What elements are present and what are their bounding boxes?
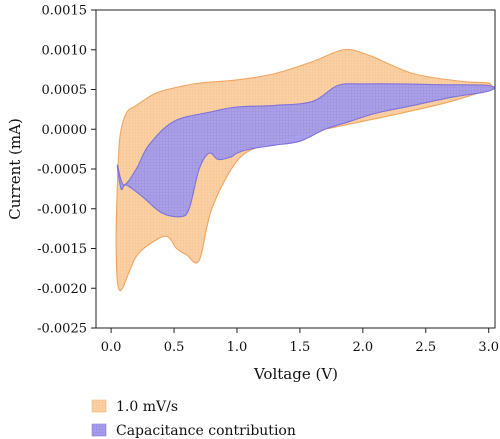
legend-label-2: Capacitance contribution [116, 423, 296, 439]
x-axis-ticks: 0.0 0.5 1.0 1.5 2.0 2.5 3.0 [101, 328, 499, 355]
x-tick-label: 1.5 [290, 340, 311, 355]
y-tick-label: 0.0000 [42, 123, 88, 138]
x-tick-label: 1.0 [227, 340, 248, 355]
y-tick-label: -0.0010 [37, 202, 87, 217]
legend: 1.0 mV/s Capacitance contribution [91, 399, 296, 439]
x-tick-label: 0.0 [101, 340, 122, 355]
y-tick-label: -0.0005 [37, 163, 87, 178]
series-area-1 [115, 48, 492, 292]
legend-swatch-2 [91, 423, 107, 437]
x-tick-label: 0.5 [164, 340, 185, 355]
series-layer [115, 48, 495, 292]
x-tick-label: 2.5 [415, 340, 436, 355]
x-tick-label: 2.0 [352, 340, 373, 355]
y-tick-label: 0.0005 [42, 83, 88, 98]
x-tick-label: 3.0 [478, 340, 499, 355]
y-axis-ticks: -0.0025 -0.0020 -0.0015 -0.0010 -0.0005 0.000… [37, 4, 96, 337]
legend-label-1: 1.0 mV/s [116, 399, 178, 415]
x-axis-label: Voltage (V) [253, 365, 338, 383]
y-axis-label: Current (mA) [6, 118, 24, 220]
y-tick-label: 0.0015 [42, 4, 88, 19]
y-tick-label: 0.0010 [42, 43, 88, 58]
y-tick-label: -0.0020 [37, 282, 87, 297]
y-tick-label: -0.0025 [37, 322, 87, 337]
legend-item-2: Capacitance contribution [91, 423, 296, 439]
legend-swatch-1 [91, 399, 107, 413]
series-area-2 [116, 83, 495, 218]
legend-item-1: 1.0 mV/s [91, 399, 178, 415]
y-tick-label: -0.0015 [37, 242, 87, 257]
plot-area: 0.0 0.5 1.0 1.5 2.0 2.5 3.0 -0.0025-0.0020-0.0… [37, 4, 499, 356]
